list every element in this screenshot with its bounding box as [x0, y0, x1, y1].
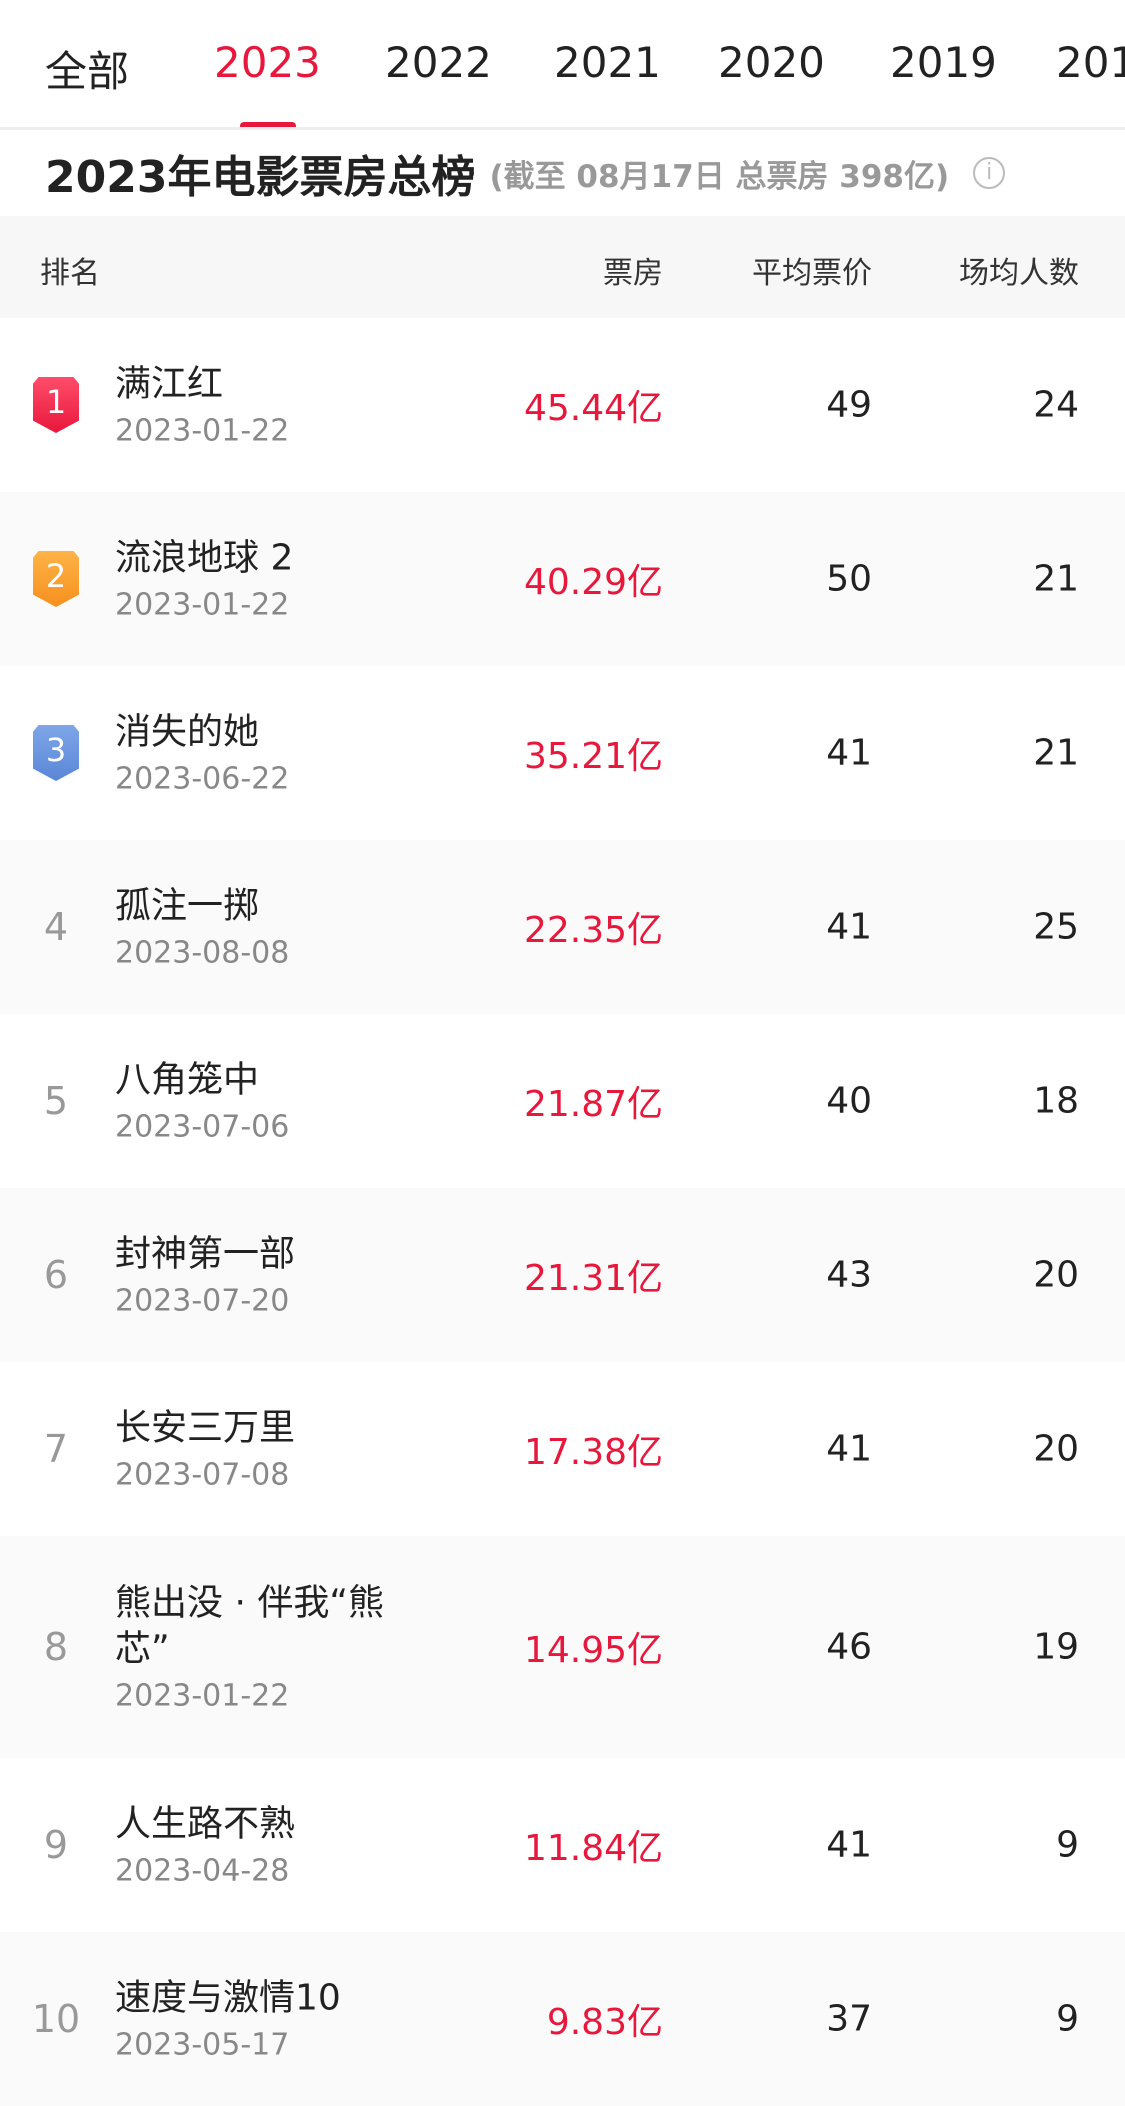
rank-badge-icon: 1 — [33, 377, 79, 433]
column-box-office[interactable]: 票房 — [603, 256, 663, 291]
year-tabs: 全部 2023 2022 2021 2020 2019 201 — [0, 0, 1125, 130]
tab-2020[interactable]: 2020 — [718, 38, 825, 87]
movie-title[interactable]: 熊出没 · 伴我“熊芯” — [115, 1582, 384, 1670]
movie-title[interactable]: 满江红 — [115, 363, 224, 405]
table-row[interactable]: 3 消失的她 2023-06-22 35.21亿 41 21 — [0, 666, 1125, 840]
box-office: 9.83亿 — [546, 2002, 663, 2043]
avg-price: 40 — [826, 1080, 872, 1122]
movie-info: 长安三万里 2023-07-08 — [115, 1406, 415, 1493]
rank-number: 6 — [43, 1253, 69, 1297]
movie-info: 满江红 2023-01-22 — [115, 362, 415, 449]
rank-number: 8 — [43, 1625, 69, 1669]
movie-title[interactable]: 八角笼中 — [115, 1059, 260, 1101]
box-office: 35.21亿 — [523, 736, 663, 777]
box-office: 17.38亿 — [523, 1432, 663, 1473]
release-date: 2023-01-22 — [115, 1678, 290, 1714]
box-office: 14.95亿 — [523, 1630, 663, 1671]
box-office: 40.29亿 — [523, 562, 663, 603]
avg-price: 50 — [826, 558, 872, 600]
release-date: 2023-08-08 — [115, 935, 290, 971]
box-office: 21.31亿 — [523, 1258, 663, 1299]
release-date: 2023-05-17 — [115, 2027, 290, 2063]
rank-number: 5 — [43, 1079, 69, 1123]
info-icon[interactable]: i — [973, 157, 1006, 189]
page-title: 2023年电影票房总榜 — [45, 152, 476, 203]
rank-number: 4 — [43, 905, 69, 949]
column-avg-price[interactable]: 平均票价 — [752, 256, 872, 291]
table-row[interactable]: 10 速度与激情10 2023-05-17 9.83亿 37 9 — [0, 1932, 1125, 2106]
tab-2019[interactable]: 2019 — [890, 38, 997, 87]
rank-number: 9 — [43, 1823, 69, 1867]
column-avg-audience[interactable]: 场均人数 — [959, 256, 1079, 291]
release-date: 2023-07-20 — [115, 1283, 290, 1319]
rank-number: 10 — [31, 1997, 81, 2041]
table-row[interactable]: 6 封神第一部 2023-07-20 21.31亿 43 20 — [0, 1188, 1125, 1362]
box-office: 11.84亿 — [523, 1828, 663, 1869]
release-date: 2023-01-22 — [115, 413, 290, 449]
movie-info: 孤注一掷 2023-08-08 — [115, 884, 415, 971]
avg-price: 41 — [826, 906, 872, 948]
avg-audience: 9 — [1056, 1824, 1079, 1866]
ranking-title-bar: 2023年电影票房总榜 (截至 08月17日 总票房 398亿) i — [0, 130, 1125, 216]
movie-info: 熊出没 · 伴我“熊芯” 2023-01-22 — [115, 1581, 415, 1714]
movie-info: 封神第一部 2023-07-20 — [115, 1232, 415, 1319]
movie-info: 速度与激情10 2023-05-17 — [115, 1976, 415, 2063]
tab-2022[interactable]: 2022 — [385, 38, 492, 87]
table-row[interactable]: 7 长安三万里 2023-07-08 17.38亿 41 20 — [0, 1362, 1125, 1536]
active-tab-indicator — [240, 122, 296, 127]
column-rank: 排名 — [40, 256, 100, 291]
avg-price: 46 — [826, 1626, 872, 1668]
avg-audience: 20 — [1033, 1428, 1079, 1470]
avg-price: 41 — [826, 732, 872, 774]
release-date: 2023-07-08 — [115, 1457, 290, 1493]
table-row[interactable]: 9 人生路不熟 2023-04-28 11.84亿 41 9 — [0, 1758, 1125, 1932]
avg-audience: 25 — [1033, 906, 1079, 948]
avg-price: 41 — [826, 1824, 872, 1866]
box-office: 45.44亿 — [523, 388, 663, 429]
table-row[interactable]: 8 熊出没 · 伴我“熊芯” 2023-01-22 14.95亿 46 19 — [0, 1536, 1125, 1758]
release-date: 2023-06-22 — [115, 761, 290, 797]
subtitle: (截至 08月17日 总票房 398亿) — [489, 158, 950, 195]
rank-number: 7 — [43, 1427, 69, 1471]
avg-audience: 24 — [1033, 384, 1079, 426]
table-row[interactable]: 1 满江红 2023-01-22 45.44亿 49 24 — [0, 318, 1125, 492]
table-row[interactable]: 5 八角笼中 2023-07-06 21.87亿 40 18 — [0, 1014, 1125, 1188]
rank-badge-icon: 2 — [33, 551, 79, 607]
avg-audience: 21 — [1033, 732, 1079, 774]
table-row[interactable]: 2 流浪地球 2 2023-01-22 40.29亿 50 21 — [0, 492, 1125, 666]
movie-info: 消失的她 2023-06-22 — [115, 710, 415, 797]
avg-price: 37 — [826, 1998, 872, 2040]
movie-title[interactable]: 消失的她 — [115, 711, 260, 753]
avg-audience: 20 — [1033, 1254, 1079, 1296]
movie-info: 流浪地球 2 2023-01-22 — [115, 536, 415, 623]
avg-audience: 18 — [1033, 1080, 1079, 1122]
ranking-list: 1 满江红 2023-01-22 45.44亿 49 24 2 流浪地球 2 20… — [0, 318, 1125, 2106]
table-row[interactable]: 4 孤注一掷 2023-08-08 22.35亿 41 25 — [0, 840, 1125, 1014]
movie-title[interactable]: 流浪地球 2 — [115, 537, 294, 579]
box-office: 21.87亿 — [523, 1084, 663, 1125]
avg-audience: 19 — [1033, 1626, 1079, 1668]
movie-title[interactable]: 孤注一掷 — [115, 885, 260, 927]
release-date: 2023-04-28 — [115, 1853, 290, 1889]
movie-title[interactable]: 封神第一部 — [115, 1233, 296, 1275]
avg-price: 43 — [826, 1254, 872, 1296]
movie-title[interactable]: 长安三万里 — [115, 1407, 296, 1449]
avg-price: 41 — [826, 1428, 872, 1470]
table-header: 排名 票房 平均票价 场均人数 — [0, 216, 1125, 318]
movie-info: 人生路不熟 2023-04-28 — [115, 1802, 415, 1889]
movie-info: 八角笼中 2023-07-06 — [115, 1058, 415, 1145]
avg-audience: 9 — [1056, 1998, 1079, 2040]
tab-2018[interactable]: 201 — [1056, 38, 1125, 87]
rank-badge-icon: 3 — [33, 725, 79, 781]
tab-all[interactable]: 全部 — [45, 47, 130, 96]
release-date: 2023-07-06 — [115, 1109, 290, 1145]
movie-title[interactable]: 速度与激情10 — [115, 1977, 341, 2019]
box-office: 22.35亿 — [523, 910, 663, 951]
avg-audience: 21 — [1033, 558, 1079, 600]
tab-2023[interactable]: 2023 — [214, 38, 321, 87]
release-date: 2023-01-22 — [115, 587, 290, 623]
avg-price: 49 — [826, 384, 872, 426]
movie-title[interactable]: 人生路不熟 — [115, 1803, 296, 1845]
tab-2021[interactable]: 2021 — [554, 38, 661, 87]
